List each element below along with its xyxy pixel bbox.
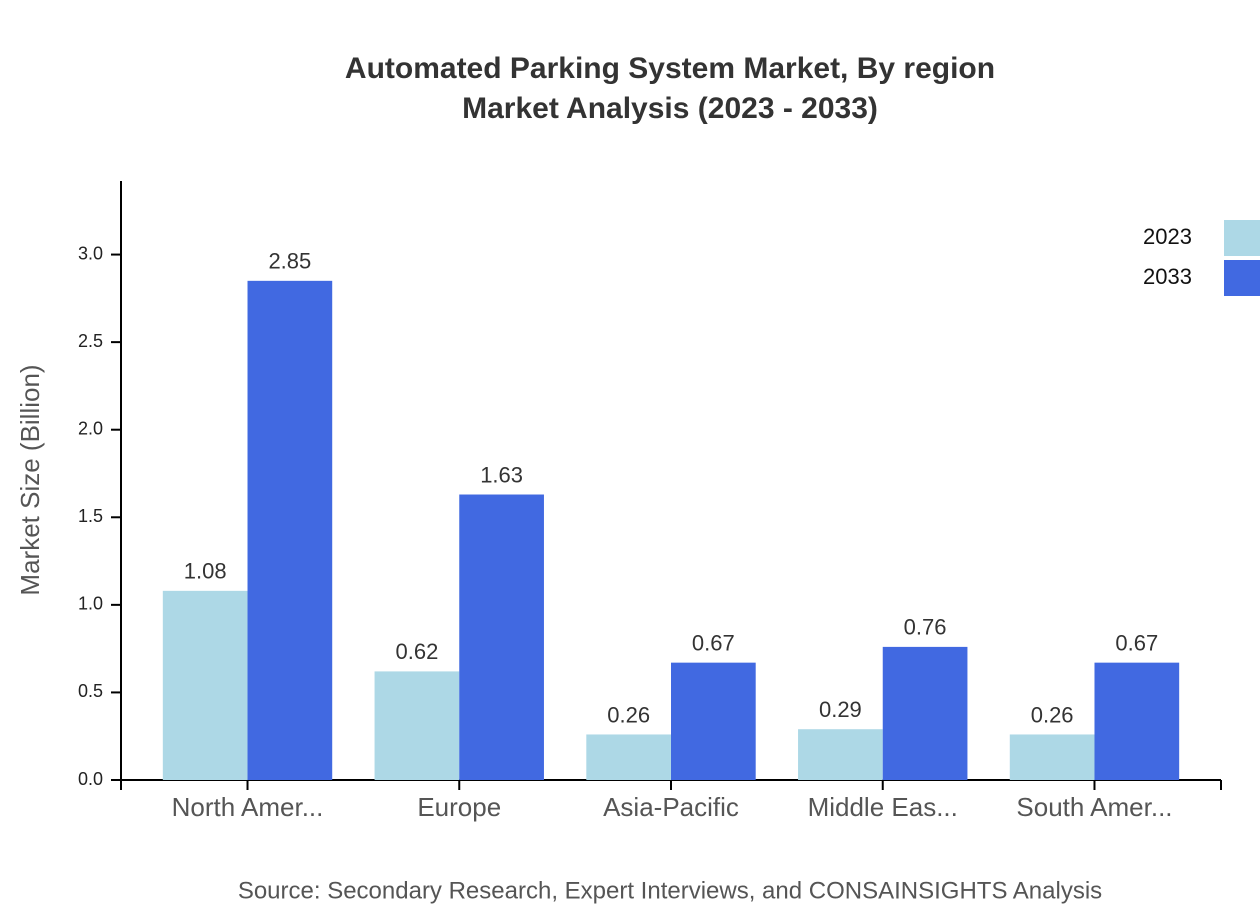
data-label: 0.67: [1115, 630, 1158, 655]
legend-label: 2023: [1143, 224, 1192, 249]
y-tick-label: 2.0: [78, 418, 103, 438]
data-label: 1.63: [480, 462, 523, 487]
legend-swatch: [1224, 260, 1260, 296]
data-label: 0.26: [1031, 702, 1074, 727]
y-tick-label: 3.0: [78, 243, 103, 263]
y-tick-label: 2.5: [78, 331, 103, 351]
bar: [459, 494, 544, 780]
y-axis-label: Market Size (Billion): [15, 364, 45, 595]
y-tick-label: 0.5: [78, 681, 103, 701]
source-note: Source: Secondary Research, Expert Inter…: [238, 877, 1102, 904]
x-tick-label: North Amer...: [172, 792, 324, 822]
x-tick-label: Middle Eas...: [808, 792, 958, 822]
bar: [1009, 734, 1095, 780]
bar: [882, 646, 968, 780]
data-label: 0.67: [692, 630, 735, 655]
bar: [247, 280, 333, 780]
data-label: 2.85: [268, 249, 311, 274]
bar: [671, 662, 756, 780]
bar: [374, 671, 460, 780]
data-label: 0.29: [819, 697, 862, 722]
bar: [162, 590, 248, 780]
bar: [1094, 662, 1180, 780]
chart-title: Automated Parking System Market, By regi…: [345, 52, 995, 85]
legend-swatch: [1224, 220, 1260, 256]
y-tick-label: 1.0: [78, 594, 103, 614]
x-tick-label: Europe: [417, 792, 501, 822]
bar: [798, 729, 883, 780]
data-label: 0.76: [904, 615, 947, 640]
data-label: 1.08: [184, 559, 227, 584]
x-tick-label: South Amer...: [1016, 792, 1172, 822]
bar: [586, 734, 671, 780]
data-label: 0.62: [395, 639, 438, 664]
y-tick-label: 0.0: [78, 769, 103, 789]
legend-label: 2033: [1143, 264, 1192, 289]
chart-subtitle: Market Analysis (2023 - 2033): [462, 92, 878, 125]
x-tick-label: Asia-Pacific: [603, 792, 739, 822]
y-tick-label: 1.5: [78, 506, 103, 526]
data-label: 0.26: [607, 702, 650, 727]
